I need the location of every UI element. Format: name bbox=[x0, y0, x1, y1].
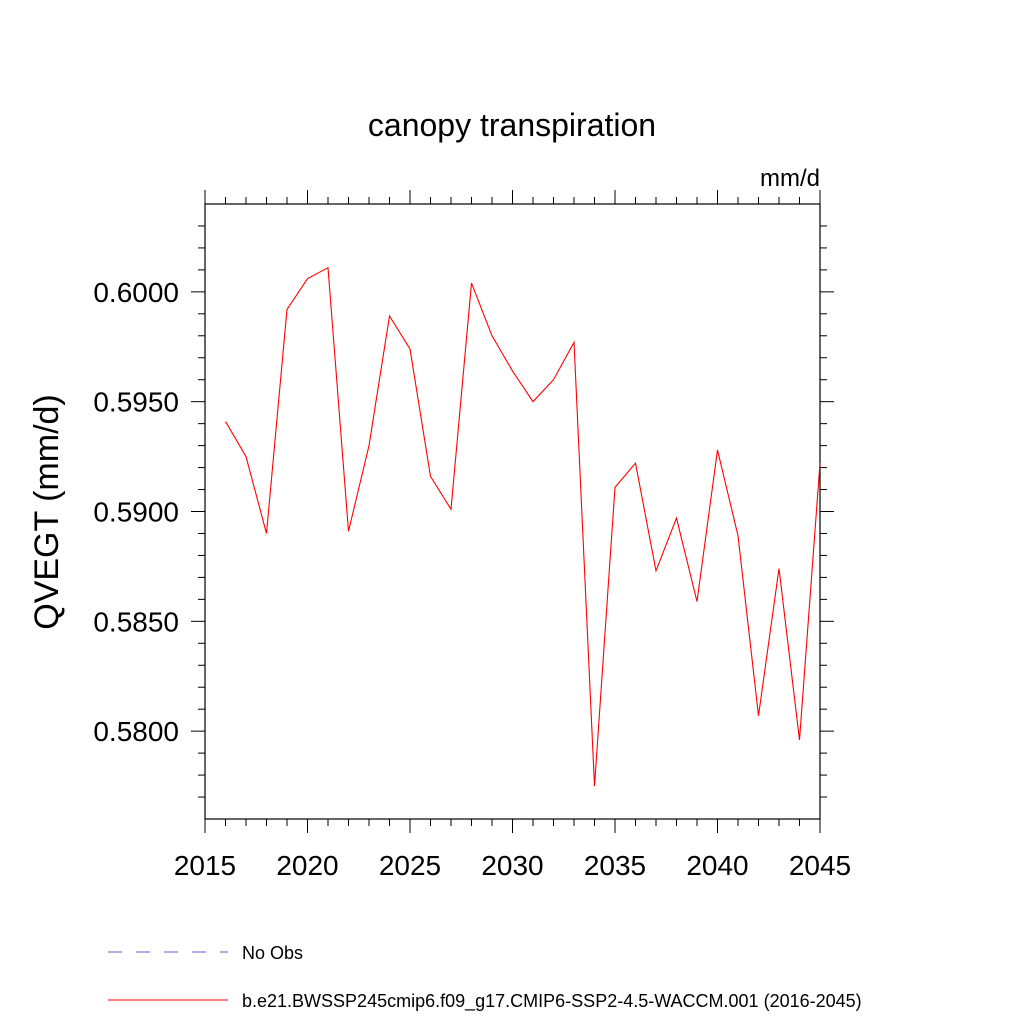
y-tick-label: 0.5800 bbox=[93, 716, 179, 747]
x-tick-label: 2015 bbox=[174, 850, 236, 881]
legend-label: No Obs bbox=[242, 943, 303, 963]
y-axis-label: QVEGT (mm/d) bbox=[28, 394, 66, 630]
x-tick-label: 2030 bbox=[481, 850, 543, 881]
axis-ticks bbox=[191, 190, 834, 833]
x-tick-label: 2025 bbox=[379, 850, 441, 881]
y-tick-label: 0.5900 bbox=[93, 497, 179, 528]
units-label: mm/d bbox=[760, 165, 820, 192]
legend: No Obs b.e21.BWSSP245cmip6.f09_g17.CMIP6-… bbox=[108, 943, 862, 1012]
plot-frame bbox=[204, 203, 821, 820]
x-tick-label: 2040 bbox=[686, 850, 748, 881]
x-tick-label: 2045 bbox=[789, 850, 851, 881]
x-tick-label: 2035 bbox=[584, 850, 646, 881]
chart-title: canopy transpiration bbox=[368, 107, 656, 143]
y-tick-label: 0.5950 bbox=[93, 387, 179, 418]
y-tick-label: 0.6000 bbox=[93, 277, 179, 308]
series-line-0 bbox=[225, 266, 821, 787]
tick-labels: 2015 2020 2025 2030 2035 2040 2045 0.5800 0.5850… bbox=[93, 277, 851, 881]
legend-label: b.e21.BWSSP245cmip6.f09_g17.CMIP6-SSP2-4… bbox=[242, 991, 862, 1012]
y-tick-label: 0.5850 bbox=[93, 606, 179, 637]
series-layer bbox=[225, 266, 821, 787]
x-tick-label: 2020 bbox=[276, 850, 338, 881]
